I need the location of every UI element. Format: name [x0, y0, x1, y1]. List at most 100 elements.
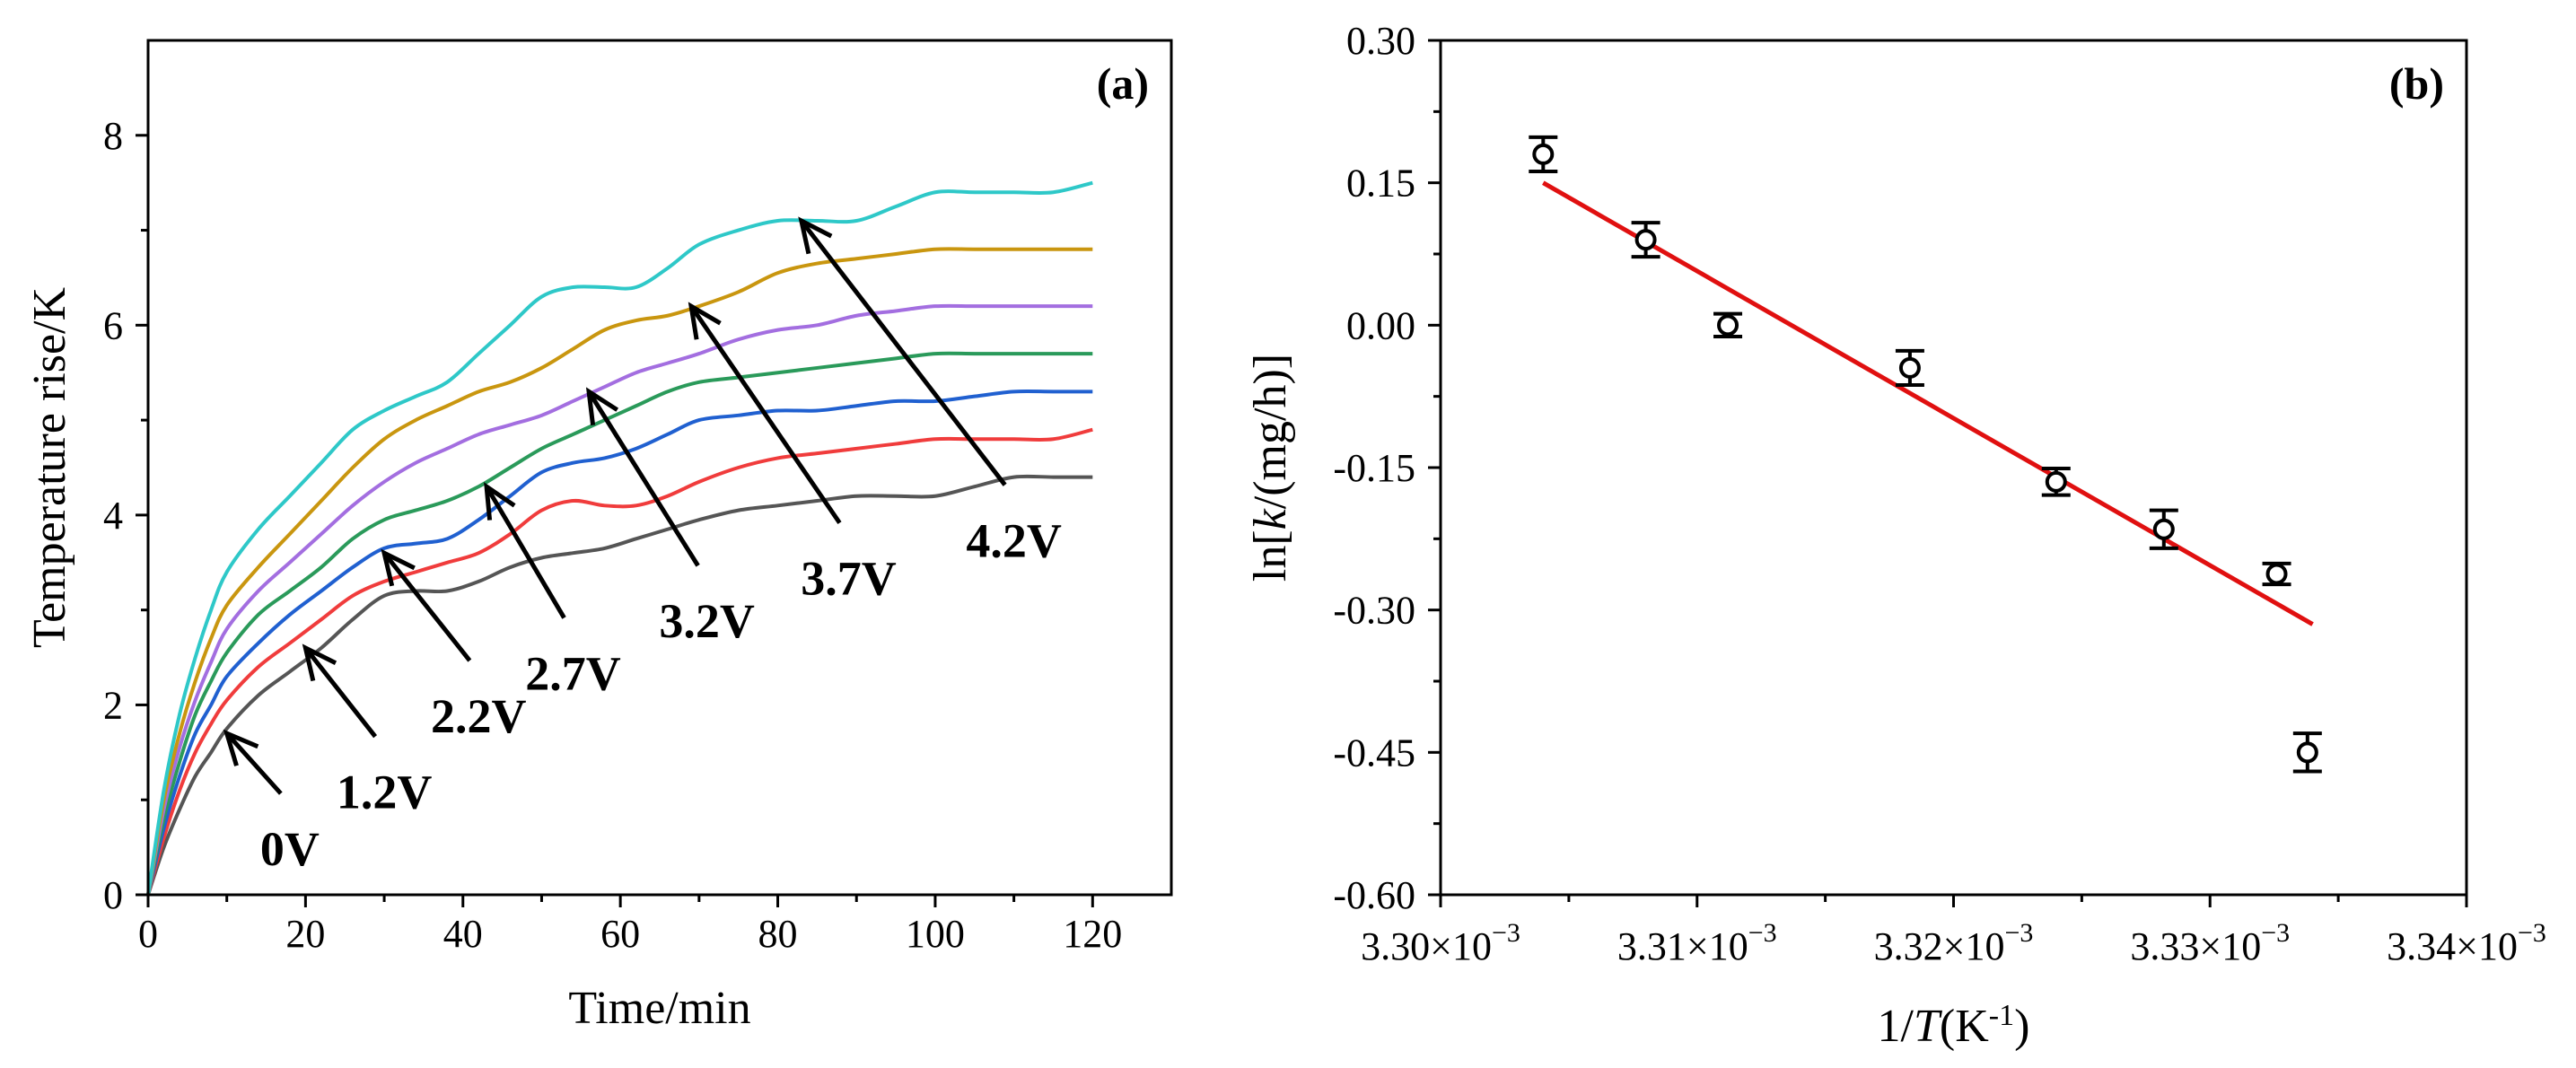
arrow-label-1-2V: 1.2V — [337, 766, 433, 819]
arrow-label-0V: 0V — [260, 822, 320, 876]
arrow-shaft-2-7V — [484, 485, 566, 619]
panel-b-arrhenius-chart: 3.30×10−3 3.31×10−3 3.32×10−3 3.33×10−3 3.34… — [1245, 19, 2546, 1052]
a-y-tick-label-6: 6 — [103, 303, 123, 347]
arrow-head-1-2V — [302, 643, 337, 682]
a-x-tick-label-40: 40 — [443, 912, 483, 956]
panel-a-temperature-chart: 0V1.2V2.2V2.7V3.2V3.7V4.2V 0 20 40 60 80 100 1… — [24, 39, 1173, 1034]
data-point-1 — [1631, 221, 1660, 259]
b-x-tick-mantissa: 3.30×10 — [1361, 924, 1492, 968]
panel-a-y-axis-title: Temperature rise/K — [24, 287, 75, 649]
a-x-tick-label-120: 120 — [1063, 912, 1122, 956]
series-line-3-7V — [146, 247, 1093, 896]
panel-a-annotation-arrows: 0V 1.2V 2.2V2.7V 3.2V 3.7V 4.2V — [223, 216, 1062, 876]
panel-a-x-axis-title: Time/min — [568, 983, 750, 1034]
data-point-6 — [2262, 561, 2291, 587]
panel-b-y-title-prefix: ln[ — [1245, 530, 1296, 582]
b-y-tick-label-1: 0.15 — [1346, 162, 1415, 206]
panel-a-series-lines — [146, 180, 1093, 896]
b-x-tick-label-4: 3.34×10−3 — [2387, 918, 2546, 968]
arrow-shaft-1-2V — [303, 646, 378, 739]
panel-a-x-ticks: 0 20 40 60 80 100 120 — [138, 895, 1122, 956]
b-x-tick-mantissa: 3.33×10 — [2130, 924, 2261, 968]
b-x-tick-mantissa: 3.31×10 — [1617, 924, 1748, 968]
data-point-0 — [1529, 135, 1558, 173]
a-x-tick-label-0: 0 — [138, 912, 158, 956]
arrow-label-2-7V: 2.7V — [525, 646, 621, 700]
data-point-3 — [1895, 348, 1924, 387]
a-x-tick-label-80: 80 — [758, 912, 798, 956]
arrow-head-2-7V — [484, 482, 516, 521]
series-line-0V — [146, 474, 1093, 896]
series-line-2-7V — [146, 351, 1093, 896]
panel-b-x-title-close: ) — [2014, 1001, 2029, 1052]
data-point-7 — [2292, 731, 2322, 774]
arrow-head-3-7V — [688, 302, 722, 340]
arrow-label-4-2V: 4.2V — [966, 513, 1062, 567]
panel-a-label: (a) — [1097, 58, 1149, 109]
point-marker — [2152, 518, 2175, 540]
b-x-tick-exponent: −3 — [1492, 918, 1520, 948]
panel-b-fit-line — [1542, 180, 2314, 626]
panel-b-x-axis-title: 1/T(K-1) — [1878, 999, 2030, 1053]
b-x-tick-label-3: 3.33×10−3 — [2130, 918, 2290, 968]
b-x-tick-exponent: −3 — [2518, 918, 2546, 948]
panel-b-y-title-suffix: /(mg/h)] — [1245, 354, 1296, 509]
data-point-4 — [2041, 467, 2071, 497]
arrow-head-0V — [223, 729, 259, 766]
b-y-tick-label-4: -0.30 — [1333, 589, 1415, 633]
arrow-head-2-2V — [381, 548, 416, 587]
b-y-tick-label-6: -0.60 — [1333, 873, 1415, 917]
panel-b-x-title-var: T — [1914, 1001, 1942, 1052]
a-y-tick-label-0: 0 — [103, 873, 123, 917]
a-y-tick-label-2: 2 — [103, 683, 123, 727]
b-x-tick-mantissa: 3.34×10 — [2387, 924, 2518, 968]
panel-b-label: (b) — [2389, 58, 2444, 109]
a-y-tick-label-8: 8 — [103, 114, 123, 158]
point-marker — [1532, 143, 1555, 165]
arrow-head-4-2V — [798, 216, 833, 255]
panel-b-x-title-unit: (K — [1940, 1001, 1989, 1052]
b-x-tick-mantissa: 3.32×10 — [1874, 924, 2005, 968]
point-marker — [1898, 356, 1921, 379]
panel-b-x-title-prefix: 1/ — [1878, 1001, 1914, 1052]
b-x-tick-label-1: 3.31×10−3 — [1617, 918, 1777, 968]
b-y-tick-label-2: 0.00 — [1346, 303, 1415, 347]
a-y-tick-label-4: 4 — [103, 494, 123, 538]
panel-b-y-axis-title: ln[k/(mg/h)] — [1245, 354, 1296, 582]
arrow-shaft-3-7V — [689, 304, 842, 525]
a-x-tick-label-60: 60 — [600, 912, 640, 956]
a-x-tick-label-20: 20 — [285, 912, 325, 956]
point-marker — [2296, 741, 2318, 764]
panel-b-y-ticks: 0.30 0.15 0.00 -0.15 -0.30 -0.45 -0.60 — [1333, 19, 1441, 917]
b-x-tick-label-0: 3.30×10−3 — [1361, 918, 1520, 968]
panel-a-y-ticks: 0 2 4 6 8 — [103, 114, 148, 917]
series-line-1-2V — [146, 427, 1093, 896]
point-marker — [1717, 314, 1739, 337]
panel-b-y-title-var: k — [1245, 508, 1296, 530]
point-marker — [2265, 563, 2288, 585]
arrow-shaft-3-2V — [586, 390, 700, 567]
b-y-tick-label-3: -0.15 — [1333, 446, 1415, 490]
arrow-label-2-2V: 2.2V — [431, 689, 527, 743]
b-x-tick-exponent: −3 — [2004, 918, 2033, 948]
panel-b-data-points — [1529, 135, 2322, 774]
arrow-label-3-2V: 3.2V — [659, 594, 755, 648]
series-line-3-2V — [146, 303, 1093, 896]
b-y-tick-label-5: -0.45 — [1333, 731, 1415, 775]
panel-b-x-title-exp: -1 — [1989, 999, 2014, 1032]
arrow-label-3-7V: 3.7V — [801, 552, 897, 606]
data-point-2 — [1713, 311, 1743, 339]
b-y-tick-label-0: 0.30 — [1346, 19, 1415, 63]
b-x-tick-exponent: −3 — [1748, 918, 1777, 948]
b-x-tick-label-2: 3.32×10−3 — [1874, 918, 2034, 968]
arrow-head-3-2V — [585, 387, 619, 425]
b-x-tick-exponent: −3 — [2261, 918, 2290, 948]
a-x-tick-label-100: 100 — [906, 912, 965, 956]
arrow-shaft-4-2V — [799, 219, 1007, 486]
point-marker — [1634, 229, 1657, 251]
panel-a-plot-frame — [146, 39, 1173, 897]
series-line-4-2V — [146, 180, 1093, 896]
series-line-2-2V — [146, 389, 1093, 896]
data-point-5 — [2149, 508, 2178, 550]
